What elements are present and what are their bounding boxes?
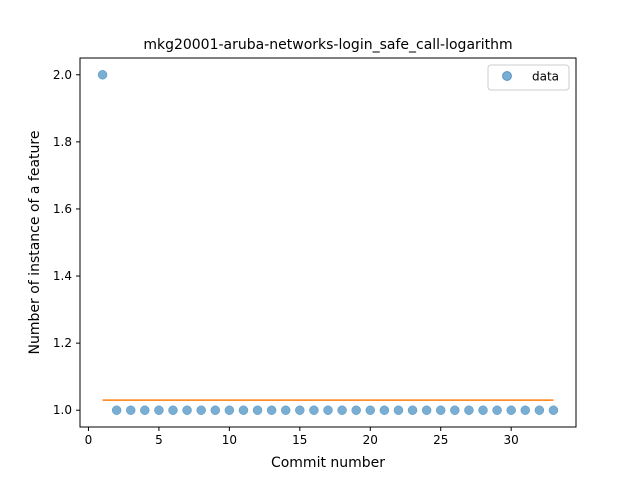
data-point (407, 405, 418, 415)
x-tick-label: 20 (363, 433, 378, 447)
data-point (97, 70, 108, 80)
legend: data (487, 64, 570, 91)
data-point (534, 405, 545, 415)
data-point (210, 405, 221, 415)
data-point (393, 405, 404, 415)
x-axis: 0 5 10 15 20 25 30 (85, 427, 519, 447)
plot-area (97, 70, 559, 415)
data-point (464, 405, 474, 415)
y-axis: 1.0 1.2 1.4 1.6 1.8 2.0 (53, 68, 80, 417)
data-point (252, 405, 263, 415)
x-tick-label: 25 (433, 433, 448, 447)
legend-marker-data (502, 71, 512, 81)
x-tick-label: 0 (85, 433, 93, 447)
y-axis-label: Number of instance of a feature (27, 131, 43, 355)
data-point (520, 405, 531, 415)
x-tick-label: 10 (222, 433, 237, 447)
data-point (548, 405, 559, 415)
data-point (111, 405, 122, 415)
data-point (168, 405, 178, 415)
data-point (379, 405, 390, 415)
legend-label-data: data (532, 70, 559, 84)
y-tick-label: 1.0 (53, 403, 72, 417)
data-point (492, 405, 502, 415)
y-tick-label: 1.2 (53, 336, 72, 350)
axes-frame (79, 57, 577, 428)
data-point (309, 405, 319, 415)
data-point (478, 405, 488, 415)
data-point (182, 405, 192, 415)
data-point (351, 405, 361, 415)
data-point (154, 405, 164, 415)
y-tick-label: 1.4 (53, 269, 72, 283)
data-point (435, 405, 446, 415)
data-point (337, 405, 347, 415)
data-point (125, 405, 136, 415)
x-tick-label: 15 (292, 433, 307, 447)
data-point (266, 405, 277, 415)
data-point (295, 405, 305, 415)
data-point (140, 405, 150, 415)
x-tick-label: 5 (155, 433, 163, 447)
data-point (506, 405, 516, 415)
data-point (196, 405, 206, 415)
y-tick-label: 2.0 (53, 68, 72, 82)
y-tick-label: 1.6 (53, 202, 72, 216)
x-axis-label: Commit number (271, 455, 385, 471)
data-point (421, 405, 432, 415)
x-tick-label: 30 (504, 433, 519, 447)
chart-title: mkg20001-aruba-networks-login_safe_call-… (143, 37, 512, 53)
data-point (238, 405, 249, 415)
data-point (450, 405, 460, 415)
y-tick-label: 1.8 (53, 135, 72, 149)
data-point (224, 405, 235, 415)
data-point (280, 405, 291, 415)
data-point (323, 405, 333, 415)
data-point (365, 405, 376, 415)
